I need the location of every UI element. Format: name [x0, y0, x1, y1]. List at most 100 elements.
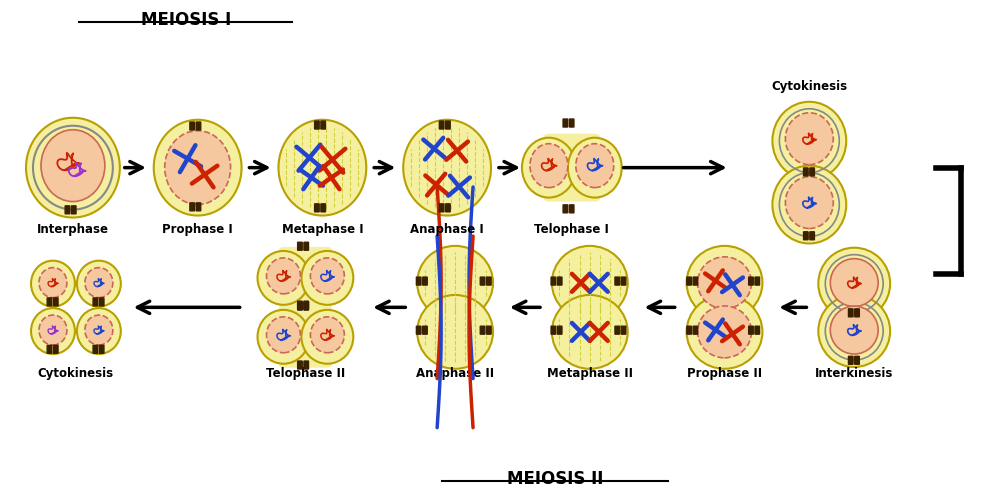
FancyBboxPatch shape: [551, 277, 556, 285]
Ellipse shape: [41, 130, 105, 202]
FancyBboxPatch shape: [53, 345, 58, 353]
Ellipse shape: [258, 251, 309, 305]
FancyBboxPatch shape: [480, 277, 485, 285]
FancyBboxPatch shape: [804, 168, 808, 176]
Ellipse shape: [830, 259, 878, 307]
FancyBboxPatch shape: [196, 203, 201, 211]
Text: Telophase II: Telophase II: [266, 367, 345, 380]
Ellipse shape: [403, 120, 491, 215]
FancyBboxPatch shape: [47, 345, 52, 353]
FancyBboxPatch shape: [321, 204, 325, 212]
FancyBboxPatch shape: [749, 277, 753, 285]
Text: Metaphase II: Metaphase II: [547, 367, 633, 380]
Ellipse shape: [154, 120, 242, 215]
FancyBboxPatch shape: [93, 298, 98, 306]
Text: Prophase I: Prophase I: [162, 222, 233, 236]
FancyBboxPatch shape: [615, 326, 620, 334]
FancyBboxPatch shape: [315, 204, 319, 212]
FancyBboxPatch shape: [480, 326, 485, 334]
FancyBboxPatch shape: [551, 326, 556, 334]
FancyBboxPatch shape: [278, 306, 332, 368]
FancyBboxPatch shape: [196, 122, 201, 130]
FancyBboxPatch shape: [487, 326, 491, 334]
FancyBboxPatch shape: [439, 204, 444, 212]
FancyBboxPatch shape: [423, 326, 427, 334]
FancyBboxPatch shape: [304, 301, 309, 309]
Ellipse shape: [85, 268, 113, 298]
Text: Interphase: Interphase: [37, 222, 109, 236]
Ellipse shape: [31, 261, 75, 307]
Ellipse shape: [77, 261, 121, 307]
FancyBboxPatch shape: [557, 326, 562, 334]
FancyBboxPatch shape: [278, 247, 332, 309]
Ellipse shape: [818, 247, 890, 319]
Text: Prophase II: Prophase II: [687, 367, 762, 380]
FancyBboxPatch shape: [298, 361, 302, 369]
FancyBboxPatch shape: [621, 277, 626, 285]
Text: Metaphase I: Metaphase I: [282, 222, 363, 236]
Ellipse shape: [522, 138, 576, 198]
Text: MEIOSIS II: MEIOSIS II: [507, 470, 603, 488]
FancyBboxPatch shape: [99, 345, 104, 353]
FancyBboxPatch shape: [569, 205, 574, 213]
Ellipse shape: [267, 258, 300, 294]
FancyBboxPatch shape: [47, 298, 52, 306]
FancyBboxPatch shape: [804, 232, 808, 240]
Ellipse shape: [568, 138, 622, 198]
FancyBboxPatch shape: [315, 121, 319, 129]
FancyBboxPatch shape: [439, 121, 444, 129]
FancyBboxPatch shape: [446, 204, 450, 212]
Ellipse shape: [258, 310, 309, 364]
FancyBboxPatch shape: [298, 302, 302, 310]
FancyBboxPatch shape: [304, 242, 309, 250]
FancyBboxPatch shape: [190, 203, 194, 211]
Ellipse shape: [31, 308, 75, 354]
FancyBboxPatch shape: [304, 302, 309, 310]
Ellipse shape: [301, 310, 353, 364]
Text: Telophase I: Telophase I: [534, 222, 609, 236]
FancyBboxPatch shape: [848, 356, 853, 364]
Ellipse shape: [39, 268, 67, 298]
FancyBboxPatch shape: [810, 232, 814, 240]
FancyBboxPatch shape: [190, 122, 194, 130]
FancyBboxPatch shape: [99, 298, 104, 306]
FancyBboxPatch shape: [693, 277, 698, 285]
Text: Cytokinesis: Cytokinesis: [38, 367, 114, 380]
Ellipse shape: [417, 295, 493, 369]
FancyBboxPatch shape: [855, 356, 859, 364]
FancyBboxPatch shape: [569, 119, 574, 127]
Ellipse shape: [310, 258, 344, 294]
Ellipse shape: [85, 315, 113, 345]
Text: Interkinesis: Interkinesis: [815, 367, 893, 380]
FancyBboxPatch shape: [53, 298, 58, 306]
Ellipse shape: [785, 176, 833, 229]
FancyBboxPatch shape: [321, 121, 325, 129]
FancyBboxPatch shape: [298, 242, 302, 250]
Ellipse shape: [552, 295, 628, 369]
FancyBboxPatch shape: [810, 168, 814, 176]
Text: Cytokinesis: Cytokinesis: [771, 80, 847, 93]
Ellipse shape: [77, 308, 121, 354]
Ellipse shape: [301, 251, 353, 305]
Ellipse shape: [818, 295, 890, 367]
FancyBboxPatch shape: [93, 345, 98, 353]
FancyBboxPatch shape: [543, 134, 601, 202]
FancyBboxPatch shape: [416, 277, 421, 285]
FancyBboxPatch shape: [755, 277, 760, 285]
FancyBboxPatch shape: [416, 326, 421, 334]
Text: Anaphase II: Anaphase II: [416, 367, 494, 380]
Text: MEIOSIS I: MEIOSIS I: [141, 11, 231, 29]
FancyBboxPatch shape: [563, 119, 568, 127]
Ellipse shape: [772, 102, 846, 179]
Ellipse shape: [310, 317, 344, 353]
Ellipse shape: [687, 295, 762, 369]
FancyBboxPatch shape: [621, 326, 626, 334]
Ellipse shape: [772, 166, 846, 244]
FancyBboxPatch shape: [446, 121, 450, 129]
Ellipse shape: [785, 113, 833, 165]
FancyBboxPatch shape: [848, 309, 853, 317]
Ellipse shape: [26, 118, 120, 217]
Ellipse shape: [687, 246, 762, 320]
FancyBboxPatch shape: [563, 205, 568, 213]
FancyBboxPatch shape: [687, 277, 691, 285]
